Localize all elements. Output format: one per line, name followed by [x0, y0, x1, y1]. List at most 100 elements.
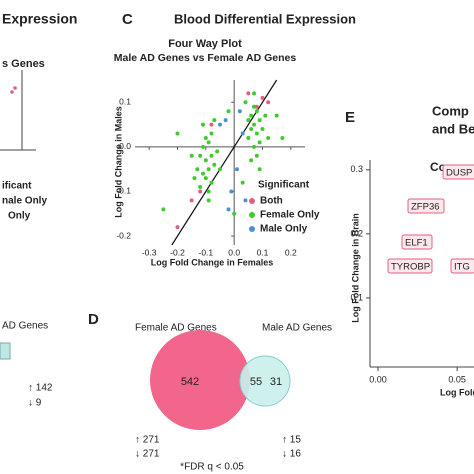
point [263, 113, 268, 118]
point [209, 180, 214, 185]
x-tick-label: 0.2 [285, 247, 297, 257]
y-tick-label: 0.1 [119, 97, 131, 107]
x-tick-label: -0.3 [142, 247, 157, 257]
point [254, 131, 259, 136]
point [260, 127, 265, 132]
gene-label: ZFP36 [411, 202, 440, 213]
legend-label: Both [260, 196, 283, 207]
point [175, 131, 180, 136]
point [246, 118, 251, 123]
venn-count: 31 [270, 376, 282, 388]
point [260, 95, 265, 100]
panel-label: C [122, 11, 133, 28]
point [249, 158, 254, 163]
left-venn-title: AD Genes [2, 321, 48, 332]
point [209, 131, 214, 136]
venn-note: ↑ 271 [135, 435, 160, 446]
x-tick-label: -0.2 [170, 247, 185, 257]
y-tick-label: -0.1 [116, 186, 131, 196]
point [280, 135, 285, 140]
x-tick-label: 0.0 [228, 247, 240, 257]
legend-marker [249, 226, 255, 232]
point [252, 144, 256, 149]
gene-label: ITG [454, 262, 470, 273]
venn-count: 55 [250, 376, 262, 388]
point [240, 131, 245, 136]
point [257, 118, 262, 123]
point [203, 176, 208, 181]
point [201, 144, 205, 149]
point [254, 109, 259, 114]
point [257, 140, 262, 145]
point [201, 171, 205, 176]
point [189, 198, 194, 203]
point [252, 104, 256, 109]
point [209, 122, 214, 127]
venn-set-label: Male AD Genes [262, 323, 332, 334]
point [203, 158, 208, 163]
venn-note: ↓ 271 [135, 449, 160, 460]
gene-box [450, 258, 474, 274]
x-tick-label: 0.1 [257, 247, 269, 257]
chart-title: and Be [432, 121, 474, 136]
chart-subtitle: Male AD Genes vs Female AD Genes [114, 52, 297, 64]
y-tick-label: 0.1 [350, 292, 363, 302]
gene-box [442, 164, 474, 180]
left-title: Expression [2, 11, 77, 27]
chart-title: Comp [432, 103, 469, 118]
point [209, 153, 214, 158]
gene-box [401, 234, 433, 250]
venn-circle [150, 330, 250, 430]
legend-marker [249, 212, 255, 218]
point [206, 198, 211, 203]
point [161, 207, 166, 212]
left-venn [0, 342, 11, 360]
reference-line [171, 79, 278, 246]
y-tick-label: -0.2 [116, 230, 131, 240]
point [203, 135, 208, 140]
point [252, 122, 256, 127]
point [243, 100, 248, 105]
y-tick-label: 0.3 [350, 164, 363, 174]
left-subtitle: s Genes [2, 58, 45, 70]
point [232, 211, 237, 216]
point [218, 122, 222, 127]
point [274, 113, 279, 118]
point [266, 135, 271, 140]
point [254, 104, 259, 109]
gene-box [387, 258, 433, 274]
panel-label: D [88, 311, 99, 328]
x-tick-label: -0.1 [199, 247, 214, 257]
legend-label: Male Only [260, 224, 308, 235]
left-legend: nale Only [2, 196, 47, 207]
point [198, 153, 203, 158]
point [249, 113, 254, 118]
left-dot [13, 86, 17, 90]
x-axis-label: Log Fold [440, 387, 474, 397]
point [218, 167, 222, 172]
panel-label: E [345, 109, 355, 126]
point [206, 189, 211, 194]
left-dot [10, 90, 14, 94]
gene-label: DUSP [446, 168, 472, 179]
left-legend: ificant [2, 181, 32, 192]
point [189, 153, 194, 158]
point [226, 207, 231, 212]
point [195, 167, 200, 172]
legend-label: Female Only [260, 210, 320, 221]
point [175, 225, 180, 230]
point [223, 118, 228, 123]
left-legend: Only [8, 211, 31, 222]
venn-note: ↓ 16 [282, 449, 301, 460]
x-tick-label: 0.00 [369, 374, 387, 384]
legend-title: Significant [258, 180, 310, 191]
venn-circle [239, 355, 291, 407]
y-tick-label: 0.0 [119, 141, 131, 151]
point [201, 122, 205, 127]
point [246, 91, 251, 96]
point [254, 153, 259, 158]
point [206, 167, 211, 172]
point [198, 189, 203, 194]
legend-marker [249, 198, 255, 204]
